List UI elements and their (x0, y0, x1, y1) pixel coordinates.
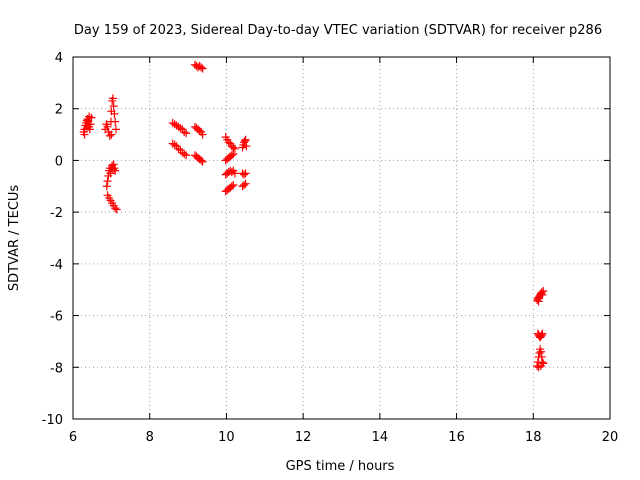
data-point (180, 149, 189, 158)
x-tick-label: 10 (218, 430, 235, 445)
data-point (85, 112, 94, 121)
y-tick-label: 2 (55, 103, 63, 118)
data-points (79, 60, 548, 372)
data-point (107, 130, 116, 139)
data-point (82, 124, 91, 133)
data-point (176, 124, 185, 133)
y-tick-label: 4 (55, 51, 63, 66)
y-axis-title: SDTVAR / TECUs (7, 185, 22, 292)
data-point (108, 94, 117, 103)
data-point (111, 166, 120, 175)
y-tick-label: -6 (50, 310, 63, 325)
data-point (534, 297, 543, 306)
data-point (197, 63, 206, 72)
x-axis-ticks: 6 8 10 12 14 16 18 20 (69, 57, 618, 445)
data-point (536, 361, 545, 370)
data-point (538, 290, 547, 299)
data-point (227, 151, 236, 160)
data-point (539, 287, 548, 296)
data-point (180, 127, 189, 136)
data-point (229, 180, 238, 189)
data-point (80, 130, 89, 139)
data-point (241, 179, 250, 188)
x-tick-label: 8 (146, 430, 154, 445)
grid-lines (73, 57, 610, 419)
data-point (537, 330, 546, 339)
data-point (538, 358, 547, 367)
data-point (103, 177, 112, 186)
data-point (241, 135, 250, 144)
data-point (109, 160, 118, 169)
data-point (174, 144, 183, 153)
data-point (240, 180, 249, 189)
data-point (105, 131, 114, 140)
y-tick-label: 0 (55, 154, 63, 169)
x-axis-title: GPS time / hours (286, 459, 395, 474)
x-tick-label: 12 (295, 430, 312, 445)
data-point (227, 182, 236, 191)
data-point (198, 130, 207, 139)
data-point (198, 157, 207, 166)
y-tick-label: -8 (50, 361, 63, 376)
data-point (182, 151, 191, 160)
y-tick-label: -4 (50, 258, 63, 273)
data-point (537, 352, 546, 361)
data-point (182, 129, 191, 138)
data-point (536, 347, 545, 356)
data-point (241, 169, 250, 178)
x-tick-label: 14 (372, 430, 389, 445)
data-point (102, 182, 111, 191)
x-tick-label: 6 (69, 430, 77, 445)
data-point (111, 125, 120, 134)
data-point (112, 205, 121, 214)
x-tick-label: 16 (448, 430, 465, 445)
data-point (230, 169, 239, 178)
data-point (109, 102, 118, 111)
plot-frame (72, 56, 611, 420)
data-point (229, 149, 238, 158)
x-tick-label: 20 (602, 430, 619, 445)
data-point (242, 142, 251, 151)
data-point (197, 156, 206, 165)
y-tick-label: -10 (42, 413, 63, 428)
data-point (240, 170, 249, 179)
data-point (230, 144, 239, 153)
y-tick-label: -2 (50, 206, 63, 221)
data-point (111, 204, 120, 213)
chart-title: Day 159 of 2023, Sidereal Day-to-day VTE… (74, 23, 602, 38)
data-point (170, 140, 179, 149)
x-tick-label: 18 (525, 430, 542, 445)
data-point (103, 122, 112, 131)
data-point (198, 64, 207, 73)
data-point (538, 329, 547, 338)
data-point (240, 137, 249, 146)
data-point (110, 109, 119, 118)
data-point (111, 117, 120, 126)
y-axis-ticks: -10 -8 -6 -4 -2 0 2 4 (42, 51, 610, 428)
data-point (86, 120, 95, 129)
